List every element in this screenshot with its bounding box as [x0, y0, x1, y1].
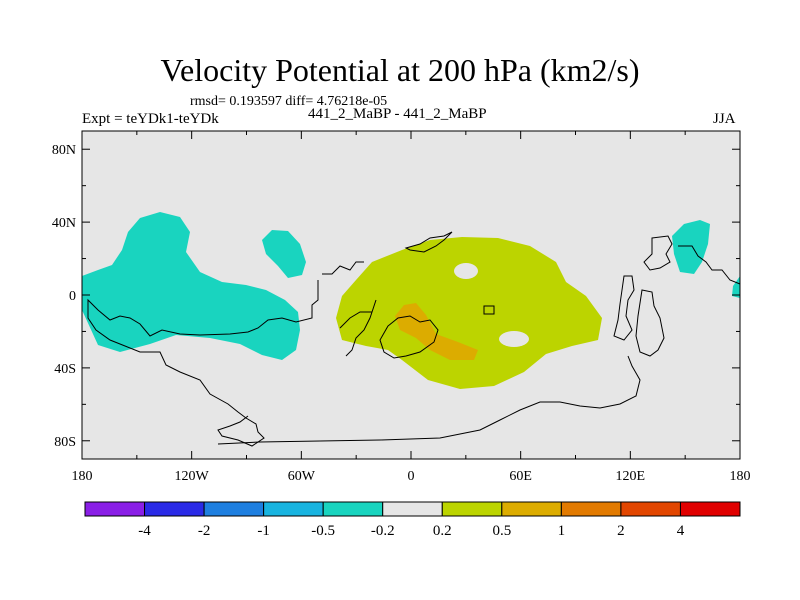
colorbar-level-label: 2: [617, 523, 625, 539]
atlantic-teal-blob: [262, 230, 306, 278]
south-america-coast: [87, 280, 319, 447]
lon-tick-label: 60W: [288, 469, 316, 484]
lat-tick-label: 80S: [54, 435, 76, 450]
wpacific-teal-blob: [672, 220, 710, 274]
australia-coast: [635, 289, 665, 357]
lat-tick-label: 40N: [52, 216, 76, 231]
experiment-label: Expt = teYDk1-teYDk: [82, 111, 219, 127]
africa-west-coast: [339, 299, 377, 357]
lat-tick-label: 80N: [52, 143, 76, 158]
coastlines: [87, 231, 741, 447]
longitude-labels: 180 120W 60W 0 60E 120E 180: [72, 469, 751, 484]
asia-coast-2: [678, 245, 741, 285]
strong-positive-region: [395, 303, 478, 360]
colorbar-swatch: [84, 501, 146, 517]
pacific-islands-coast: [613, 275, 635, 341]
africa-body-coast: [379, 315, 439, 359]
colorbar-level-label: 4: [677, 523, 685, 539]
colorbar-swatch: [322, 501, 384, 517]
africa-coast: [404, 231, 453, 253]
season-label: JJA: [713, 111, 736, 127]
colorbar-level-label: -2: [198, 523, 211, 539]
colorbar-swatch: [382, 501, 443, 517]
axis-ticks: [81, 131, 741, 459]
positive-anomaly-region: [336, 237, 602, 389]
colorbar-swatch: [501, 501, 562, 517]
east-edge-teal-blob: [732, 276, 740, 298]
lon-tick-label: 0: [408, 469, 415, 484]
colorbar-swatch: [560, 501, 622, 517]
colorbar-swatch: [203, 501, 265, 517]
colorbar-labels: -4 -2 -1 -0.5 -0.2 0.2 0.5 1 2 4: [138, 523, 684, 539]
asia-east-coast: [643, 235, 673, 271]
stats-label: rmsd= 0.193597 diff= 4.76218e-05: [190, 94, 388, 109]
madagascar-coast: [483, 305, 495, 315]
colorbar-swatch: [263, 501, 324, 517]
lat-tick-label: 0: [69, 289, 76, 304]
colorbar-level-label: -0.5: [311, 523, 335, 539]
chart-title: Velocity Potential at 200 hPa (km2/s): [160, 52, 640, 88]
colorbar: [84, 501, 741, 517]
pacific-teal-region: [82, 212, 300, 360]
colorbar-level-label: 0.2: [433, 523, 452, 539]
lon-tick-label: 120E: [616, 469, 646, 484]
latitude-labels: 80N 40N 0 40S 80S: [52, 143, 76, 450]
lon-tick-label: 60E: [509, 469, 532, 484]
colorbar-swatch: [620, 501, 681, 517]
colorbar-level-label: -0.2: [371, 523, 395, 539]
colorbar-level-label: -1: [257, 523, 270, 539]
lat-tick-label: 40S: [54, 362, 76, 377]
colorbar-level-label: 1: [558, 523, 566, 539]
lon-tick-label: 180: [72, 469, 93, 484]
colorbar-swatch: [679, 501, 741, 517]
positive-region-holes: [454, 263, 529, 347]
arctic-europe-coast: [322, 261, 364, 275]
colorbar-swatch: [441, 501, 503, 517]
colorbar-level-label: -4: [138, 523, 151, 539]
colorbar-level-label: 0.5: [492, 523, 511, 539]
lon-tick-label: 180: [730, 469, 751, 484]
negative-anomaly-regions: [82, 212, 740, 360]
antarctica-coast: [217, 355, 641, 445]
case-label: 441_2_MaBP - 441_2_MaBP: [308, 106, 487, 122]
lon-tick-label: 120W: [175, 469, 210, 484]
colorbar-swatch: [144, 501, 205, 517]
